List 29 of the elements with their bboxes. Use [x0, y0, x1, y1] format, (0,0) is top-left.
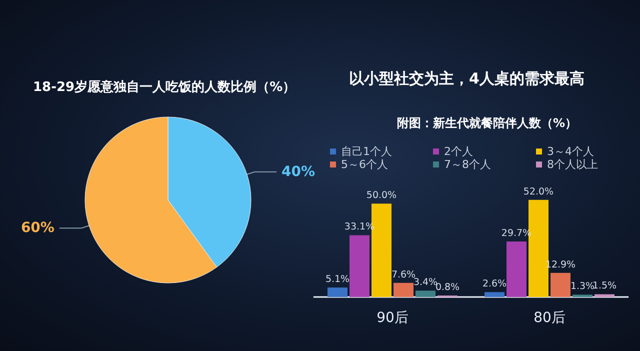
bar — [328, 287, 348, 297]
data-label: 52.0% — [523, 186, 554, 198]
data-label: 2.6% — [482, 278, 507, 290]
bar — [594, 294, 614, 297]
legend-label: 8个人以上 — [547, 158, 598, 171]
legend-label: 自己1个人 — [341, 145, 392, 158]
data-label: 1.5% — [592, 280, 617, 292]
bar — [416, 290, 436, 297]
legend-label: 5～6个人 — [341, 158, 388, 171]
legend-label: 3～4个人 — [547, 145, 594, 158]
chart-subtitle: 附图：新生代就餐陪伴人数（%） — [397, 116, 578, 130]
data-label: 40% — [282, 164, 316, 180]
data-label: 50.0% — [366, 190, 397, 202]
data-label: 1.3% — [570, 281, 595, 292]
bar — [350, 235, 370, 297]
bar — [394, 282, 414, 297]
data-label: 5.1% — [325, 274, 350, 285]
legend-label: 2个人 — [444, 145, 473, 158]
data-label: 7.6% — [391, 269, 416, 280]
legend-label: 7～8个人 — [444, 158, 491, 171]
chart-title: 18-29岁愿意独自一人吃饭的人数比例（%） — [33, 79, 296, 95]
x-tick-label: 80后 — [534, 310, 566, 326]
x-tick-label: 90后 — [376, 310, 408, 326]
bar — [484, 292, 504, 297]
chart-title: 以小型社交为主，4人桌的需求最高 — [349, 70, 584, 88]
bar — [550, 272, 570, 297]
bar — [506, 242, 526, 297]
data-label: 0.8% — [435, 282, 460, 294]
data-label: 60% — [20, 220, 54, 236]
